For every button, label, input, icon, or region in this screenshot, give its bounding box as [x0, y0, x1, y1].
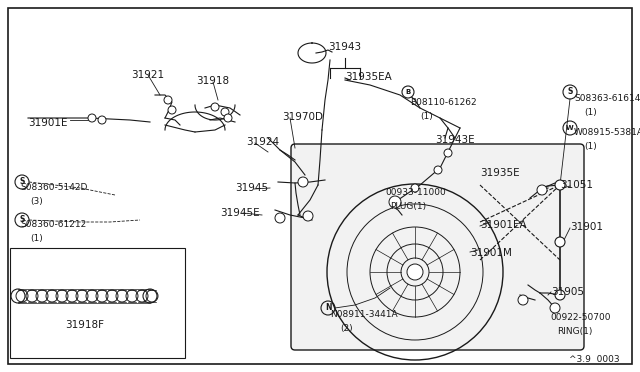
Text: 31918: 31918 — [196, 76, 230, 86]
Circle shape — [211, 103, 219, 111]
Circle shape — [411, 184, 419, 192]
Text: 31943E: 31943E — [435, 135, 475, 145]
Text: 31970D: 31970D — [282, 112, 323, 122]
Text: (1): (1) — [30, 234, 43, 243]
Circle shape — [224, 114, 232, 122]
Text: (1): (1) — [584, 108, 596, 117]
Text: N: N — [324, 304, 332, 312]
Circle shape — [389, 196, 401, 208]
Text: S08363-61614: S08363-61614 — [574, 94, 640, 103]
Circle shape — [555, 180, 565, 190]
Text: 00922-50700: 00922-50700 — [550, 313, 611, 322]
Circle shape — [402, 86, 414, 98]
Circle shape — [98, 116, 106, 124]
Text: S: S — [19, 177, 25, 186]
Text: B: B — [405, 89, 411, 95]
Text: 31901EA: 31901EA — [480, 220, 527, 230]
Circle shape — [555, 237, 565, 247]
Text: (3): (3) — [30, 197, 43, 206]
Bar — [10, 248, 185, 358]
Text: S08360-61212: S08360-61212 — [20, 220, 86, 229]
Circle shape — [434, 166, 442, 174]
Circle shape — [164, 96, 172, 104]
Text: W: W — [566, 125, 574, 131]
Text: 31901E: 31901E — [28, 118, 67, 128]
Text: 31935E: 31935E — [480, 168, 520, 178]
Text: (1): (1) — [584, 142, 596, 151]
Text: 31905: 31905 — [551, 287, 584, 297]
Text: RING(1): RING(1) — [557, 327, 593, 336]
Circle shape — [555, 290, 565, 300]
Text: PLUG(1): PLUG(1) — [390, 202, 426, 211]
Circle shape — [407, 264, 423, 280]
Text: 31924: 31924 — [246, 137, 279, 147]
Text: W08915-5381A: W08915-5381A — [574, 128, 640, 137]
Circle shape — [168, 106, 176, 114]
Circle shape — [550, 303, 560, 313]
Circle shape — [518, 295, 528, 305]
Circle shape — [298, 177, 308, 187]
Text: (2): (2) — [340, 324, 353, 333]
Circle shape — [444, 149, 452, 157]
Text: 31918F: 31918F — [65, 320, 104, 330]
Circle shape — [303, 211, 313, 221]
Text: 31051: 31051 — [560, 180, 593, 190]
Text: 31945: 31945 — [235, 183, 268, 193]
Text: S: S — [19, 215, 25, 224]
Text: N08911-3441A: N08911-3441A — [330, 310, 397, 319]
Text: ^3.9  0003: ^3.9 0003 — [570, 355, 620, 364]
FancyBboxPatch shape — [291, 144, 584, 350]
Text: 31945E: 31945E — [220, 208, 260, 218]
Text: 00933-11000: 00933-11000 — [385, 188, 445, 197]
Text: 31901M: 31901M — [470, 248, 512, 258]
Circle shape — [537, 185, 547, 195]
Text: S: S — [567, 87, 573, 96]
Text: 31943: 31943 — [328, 42, 362, 52]
Text: 31901: 31901 — [570, 222, 603, 232]
Circle shape — [88, 114, 96, 122]
Text: 31921: 31921 — [131, 70, 164, 80]
Circle shape — [275, 213, 285, 223]
Circle shape — [221, 108, 229, 116]
Text: (1): (1) — [420, 112, 433, 121]
Text: S08360-5142D: S08360-5142D — [20, 183, 88, 192]
Text: B08110-61262: B08110-61262 — [410, 98, 477, 107]
Text: 31935EA: 31935EA — [345, 72, 392, 82]
